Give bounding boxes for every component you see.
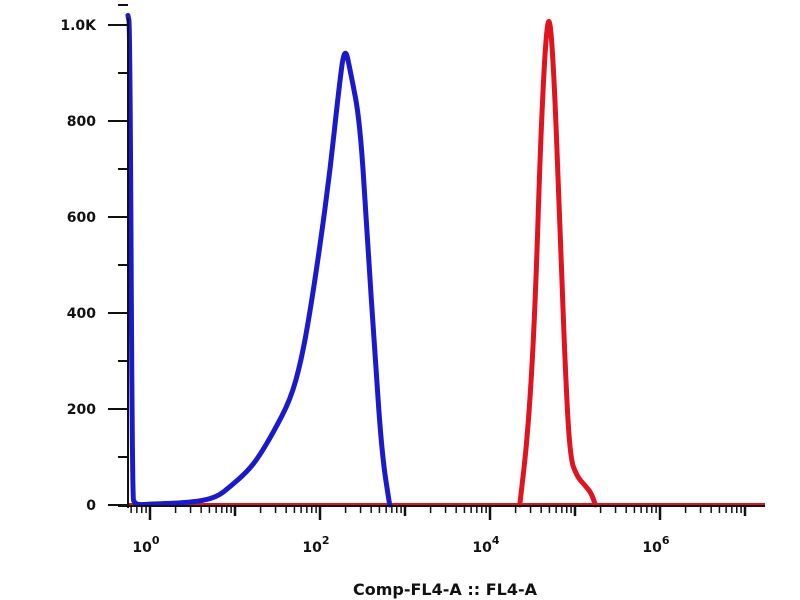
series-line-1 <box>517 19 598 508</box>
y-tick-label: 0 <box>86 498 96 514</box>
y-tick-label: 1.0K <box>60 18 97 34</box>
x-tick-exponent: 6 <box>662 534 670 547</box>
x-tick-base: 10 <box>472 540 492 556</box>
y-tick-label: 200 <box>67 402 96 418</box>
x-tick-label: 106 <box>642 534 669 556</box>
y-tick-label: 800 <box>67 114 96 130</box>
x-tick-base: 10 <box>132 540 152 556</box>
x-tick-exponent: 0 <box>152 534 160 547</box>
y-tick-label: 400 <box>67 306 96 322</box>
x-tick-base: 10 <box>302 540 322 556</box>
series-line-0 <box>125 12 393 508</box>
x-tick-label: 102 <box>302 534 329 556</box>
x-tick-base: 10 <box>642 540 662 556</box>
x-tick-label: 100 <box>132 534 159 556</box>
x-axis-label: Comp-FL4-A :: FL4-A <box>353 580 538 599</box>
x-tick-label: 104 <box>472 534 499 556</box>
x-tick-exponent: 4 <box>492 534 500 547</box>
x-tick-exponent: 2 <box>322 534 330 547</box>
y-tick-label: 600 <box>67 210 96 226</box>
